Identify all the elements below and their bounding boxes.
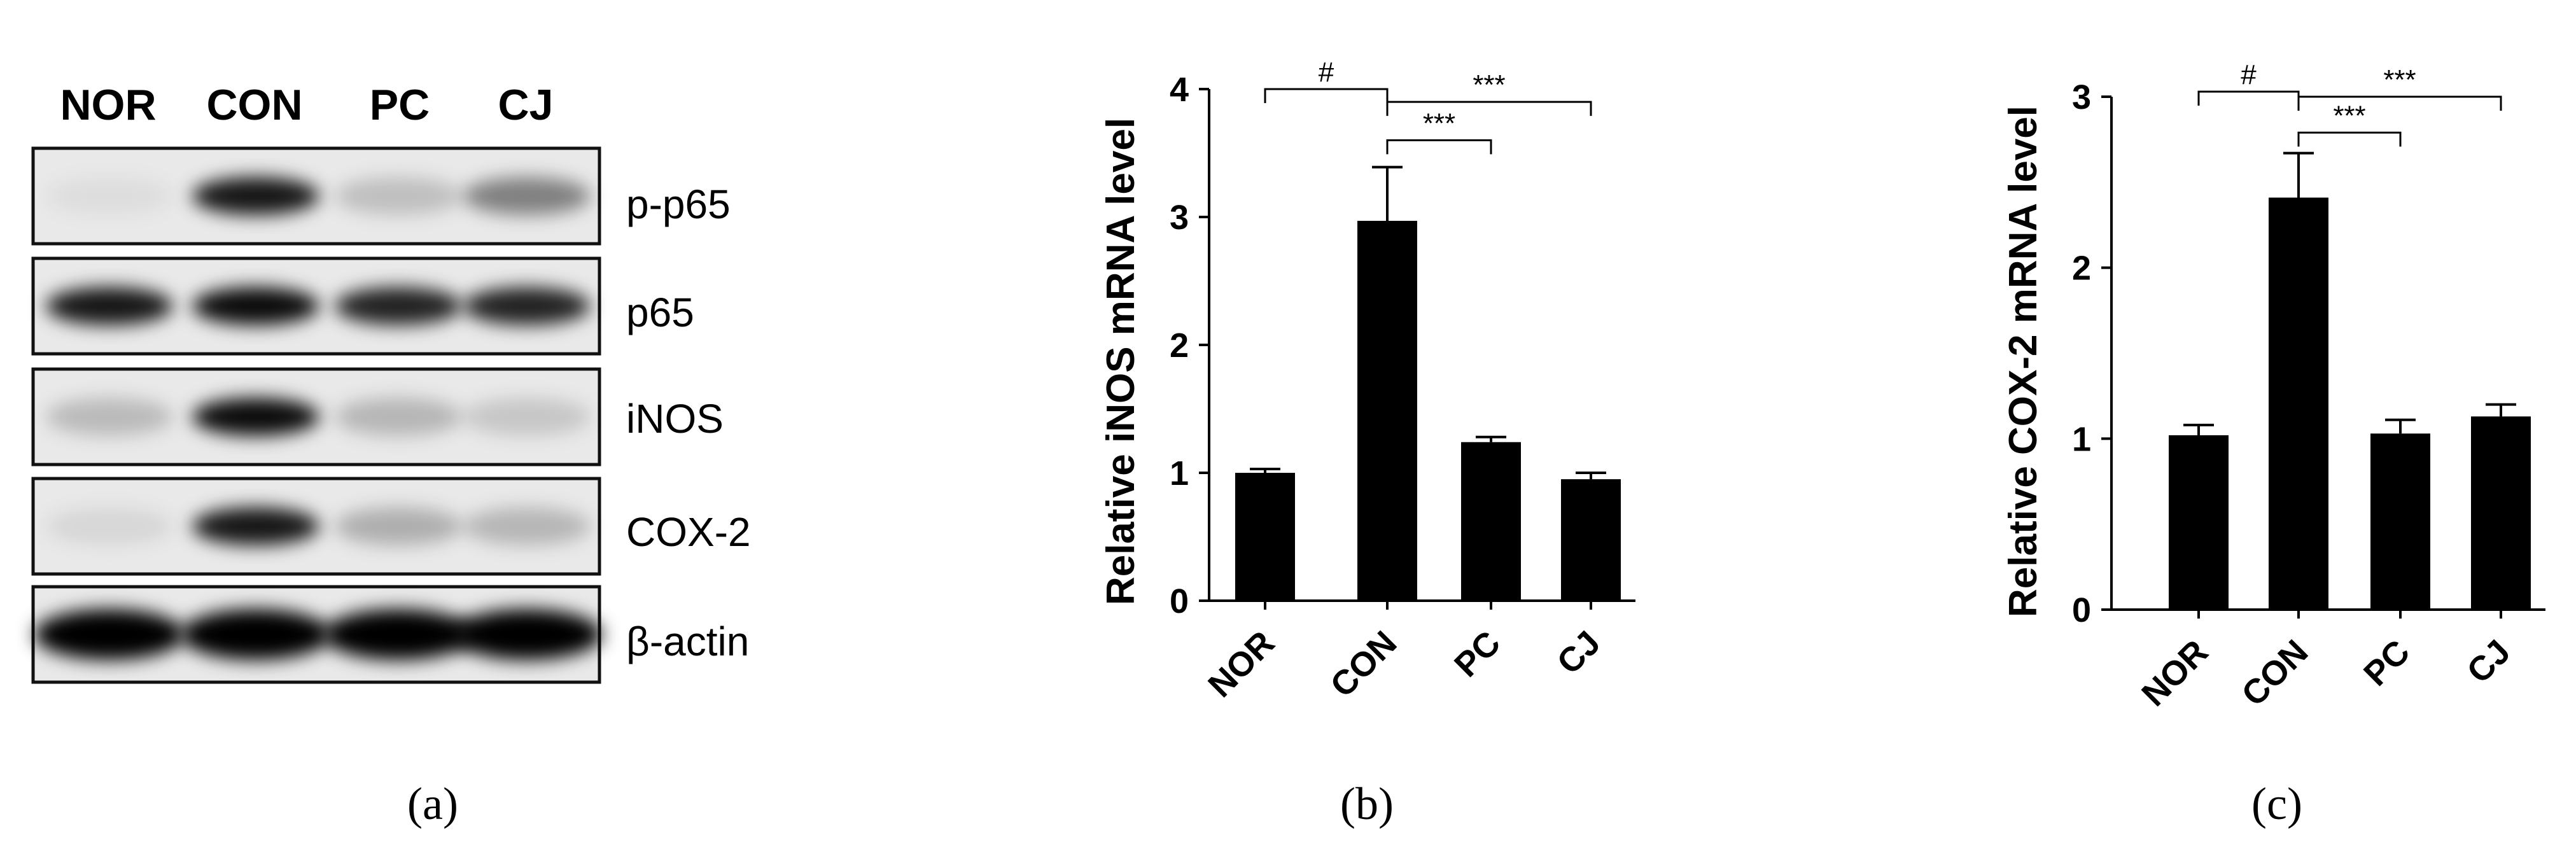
- band-actin-cj: [452, 609, 602, 660]
- cox2-bar-con: [2269, 197, 2328, 610]
- inos-significance-bracket: [1386, 139, 1492, 155]
- inos-significance-label: #: [1319, 57, 1334, 88]
- inos-ytick-label: 4: [1170, 71, 1189, 109]
- panel-label-a: (a): [407, 778, 458, 829]
- blot-row-cox-2: [31, 477, 601, 576]
- inos-mrna-chart: 0 1 2 3 4 NOR CON PC CJ # *** *** Relative iNOS mRN…: [1099, 57, 1635, 704]
- band-p65-cj: [463, 287, 591, 325]
- inos-ytick-label: 1: [1170, 454, 1189, 493]
- cox2-ytick-label: 2: [2072, 249, 2091, 288]
- cox2-significance-label: ***: [2383, 64, 2416, 95]
- band-inos-pc: [335, 398, 462, 436]
- protein-label-p-p65: p-p65: [626, 181, 731, 227]
- cox2-chart-ylabel: Relative COX-2 mRNA level: [2001, 106, 2045, 617]
- inos-bar-con: [1357, 221, 1417, 601]
- western-blot-panel: NOR CON PC CJ p-p65 p65 iNOS COX-2 β-act…: [31, 81, 751, 684]
- lane-labels: NOR CON PC CJ: [60, 81, 553, 129]
- protein-label-beta-actin: β-actin: [626, 619, 749, 664]
- protein-labels: p-p65 p65 iNOS COX-2 β-actin: [626, 181, 751, 664]
- inos-bar-cj: [1561, 479, 1621, 601]
- inos-ytick-label: 2: [1170, 326, 1189, 365]
- cox2-ytick-label: 0: [2072, 591, 2091, 629]
- protein-label-inos: iNOS: [626, 396, 724, 442]
- cox2-category-label-con: CON: [2234, 633, 2315, 713]
- inos-ytick-label: 0: [1170, 582, 1189, 620]
- inos-chart-ylabel: Relative iNOS mRNA level: [1099, 118, 1143, 605]
- cox2-mrna-chart: 0 1 2 3 NOR CON PC CJ # *** *** Relative COX-2 mRN…: [2001, 59, 2545, 713]
- inos-significance-bracket: [1264, 88, 1389, 103]
- cox2-category-label-pc: PC: [2356, 633, 2417, 693]
- cox2-bar-pc: [2370, 433, 2430, 610]
- cox2-significance-label: #: [2241, 59, 2257, 90]
- band-p65-con: [192, 287, 319, 325]
- cox2-significance-bracket: [2297, 131, 2402, 147]
- band-inos-nor: [46, 398, 173, 436]
- band-actin-con: [181, 609, 331, 660]
- cox2-ytick-label: 1: [2072, 420, 2091, 458]
- panel-label-c: (c): [2251, 778, 2302, 829]
- blot-row-p65: [31, 256, 601, 356]
- cox2-category-label-cj: CJ: [2460, 633, 2517, 690]
- lane-label-nor: NOR: [60, 81, 156, 129]
- inos-category-label-cj: CJ: [1550, 624, 1607, 682]
- cox2-significance-label: ***: [2333, 100, 2365, 131]
- band-cox-2-pc: [335, 507, 462, 545]
- band-p65-nor: [46, 287, 173, 325]
- band-inos-cj: [463, 398, 591, 436]
- inos-bar-pc: [1461, 442, 1521, 601]
- inos-significance-label: ***: [1473, 69, 1505, 101]
- inos-category-label-nor: NOR: [1201, 624, 1282, 704]
- lane-label-con: CON: [206, 81, 302, 129]
- inos-significance-label: ***: [1423, 108, 1455, 139]
- cox2-ytick-label: 3: [2072, 78, 2091, 116]
- lane-label-cj: CJ: [498, 81, 554, 129]
- blot-row-p-p65: [31, 146, 601, 246]
- band-cox-2-cj: [463, 507, 591, 545]
- blot-row-actin: [31, 585, 602, 684]
- band-p-p65-con: [192, 177, 319, 215]
- blot-row-inos: [31, 367, 601, 466]
- inos-chart-axes: 0 1 2 3 4 NOR CON PC CJ # *** ***: [1170, 57, 1635, 704]
- inos-category-label-con: CON: [1323, 624, 1404, 704]
- inos-significance-bracket: [1386, 101, 1592, 116]
- band-actin-pc: [323, 609, 473, 660]
- inos-category-label-pc: PC: [1447, 624, 1508, 684]
- cox2-bar-cj: [2471, 416, 2531, 610]
- inos-ytick-label: 3: [1170, 199, 1189, 237]
- cox2-significance-bracket: [2297, 95, 2502, 111]
- cox2-chart-axes: 0 1 2 3 NOR CON PC CJ # *** ***: [2072, 59, 2545, 713]
- cox2-significance-bracket: [2197, 90, 2300, 106]
- blot-rows: [31, 146, 602, 684]
- band-p-p65-cj: [463, 177, 591, 215]
- band-cox-2-con: [192, 507, 319, 545]
- protein-label-p65: p65: [626, 290, 694, 335]
- band-p-p65-nor: [46, 177, 173, 215]
- cox2-category-label-nor: NOR: [2134, 633, 2215, 713]
- band-cox-2-nor: [46, 507, 173, 545]
- band-p-p65-pc: [335, 177, 462, 215]
- inos-bar-nor: [1235, 473, 1295, 601]
- lane-label-pc: PC: [370, 81, 430, 129]
- panel-label-b: (b): [1340, 778, 1394, 829]
- protein-label-cox-2: COX-2: [626, 509, 751, 555]
- band-inos-con: [192, 398, 319, 436]
- cox2-bar-nor: [2169, 435, 2229, 610]
- band-actin-nor: [34, 609, 185, 660]
- band-p65-pc: [335, 287, 462, 325]
